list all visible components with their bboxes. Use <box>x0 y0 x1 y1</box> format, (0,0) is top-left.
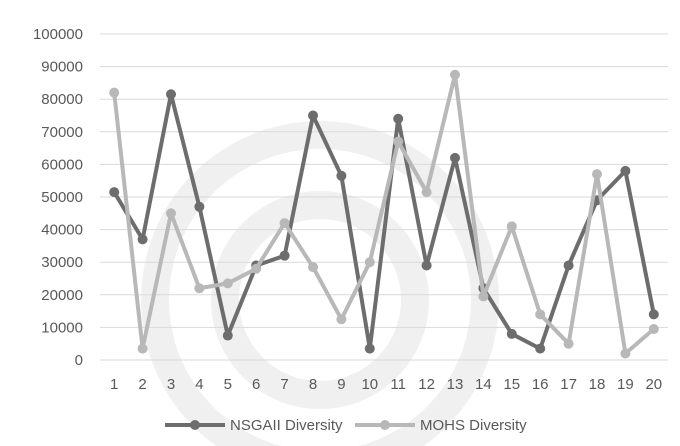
data-point <box>109 187 120 198</box>
data-point <box>421 187 432 198</box>
y-tick-label: 90000 <box>41 59 83 76</box>
x-tick-label: 2 <box>138 376 146 393</box>
data-point <box>279 250 290 261</box>
data-point <box>620 165 631 176</box>
data-point <box>393 136 404 147</box>
data-point <box>222 278 233 289</box>
x-tick-label: 19 <box>617 376 634 393</box>
data-point <box>393 113 404 124</box>
data-point <box>194 201 205 212</box>
x-tick-label: 3 <box>167 376 175 393</box>
x-tick-label: 10 <box>361 376 378 393</box>
data-point <box>308 110 318 121</box>
x-tick-label: 1 <box>110 376 118 393</box>
data-point <box>592 169 602 180</box>
x-tick-label: 5 <box>224 376 232 393</box>
data-point <box>364 257 375 268</box>
y-tick-label: 40000 <box>41 222 83 239</box>
x-tick-label: 8 <box>309 376 317 393</box>
x-tick-label: 4 <box>195 376 203 393</box>
data-point <box>251 263 262 274</box>
x-axis: 1 2 3 4 5 6 7 8 9 10 11 12 13 14 15 16 17 18 19 20 <box>110 376 662 393</box>
data-point <box>450 69 460 80</box>
data-point <box>535 343 546 354</box>
data-point <box>421 260 432 271</box>
y-tick-label: 60000 <box>41 156 83 173</box>
data-point <box>506 328 517 339</box>
data-point <box>506 221 517 232</box>
data-point <box>563 260 574 271</box>
data-point <box>279 218 290 229</box>
x-tick-label: 9 <box>337 376 345 393</box>
y-axis: 0 10000 20000 30000 40000 50000 60000 70000 8000… <box>33 26 83 369</box>
data-point <box>194 283 205 294</box>
x-tick-label: 20 <box>645 376 662 393</box>
legend-swatch-marker <box>190 420 200 430</box>
y-tick-label: 30000 <box>41 254 83 271</box>
x-tick-label: 11 <box>390 376 406 393</box>
legend-label: MOHS Diversity <box>420 417 527 434</box>
data-point <box>648 324 659 335</box>
y-tick-label: 0 <box>75 352 83 369</box>
legend-label: NSGAII Diversity <box>230 417 343 434</box>
data-point <box>166 208 176 219</box>
data-point <box>137 343 148 354</box>
data-point <box>648 309 659 320</box>
data-point <box>336 170 347 181</box>
data-point <box>109 87 120 98</box>
legend-swatch-marker <box>380 420 390 430</box>
x-tick-label: 6 <box>252 376 260 393</box>
data-point <box>308 262 318 273</box>
y-tick-label: 100000 <box>33 26 83 43</box>
x-tick-label: 12 <box>418 376 435 393</box>
y-tick-label: 70000 <box>41 124 83 141</box>
data-point <box>535 309 546 320</box>
y-tick-label: 10000 <box>41 319 83 336</box>
data-point <box>450 152 460 163</box>
x-tick-label: 16 <box>532 376 549 393</box>
series-group <box>109 69 659 359</box>
data-point <box>166 89 176 100</box>
x-tick-label: 18 <box>589 376 606 393</box>
data-point <box>364 343 375 354</box>
x-tick-label: 15 <box>503 376 520 393</box>
data-point <box>137 234 148 245</box>
x-tick-label: 14 <box>475 376 492 393</box>
x-tick-label: 17 <box>560 376 577 393</box>
data-point <box>478 291 489 302</box>
legend: NSGAII Diversity MOHS Diversity <box>165 417 527 434</box>
y-tick-label: 20000 <box>41 287 83 304</box>
y-tick-label: 80000 <box>41 91 83 108</box>
x-tick-label: 7 <box>280 376 288 393</box>
y-tick-label: 50000 <box>41 189 83 206</box>
data-point <box>620 348 631 359</box>
data-point <box>563 338 574 349</box>
data-point <box>336 314 347 325</box>
series-line-1 <box>112 92 656 351</box>
x-tick-label: 13 <box>447 376 464 393</box>
data-point <box>222 330 233 341</box>
